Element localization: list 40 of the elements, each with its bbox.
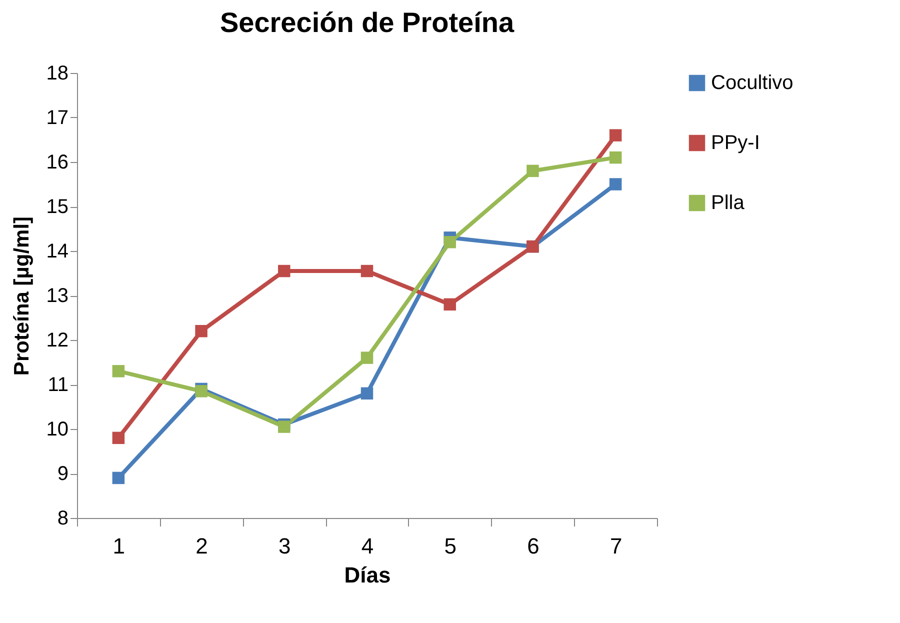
point <box>195 385 208 398</box>
point <box>278 420 290 433</box>
x-tick-label: 2 <box>196 534 208 558</box>
y-axis-title: Proteína [µg/ml] <box>10 216 34 376</box>
chart-title: Secreción de Proteína <box>220 7 514 38</box>
y-tick-label: 16 <box>46 152 68 174</box>
y-tick-label: 9 <box>57 463 68 485</box>
legend-label: PPy-I <box>711 132 760 154</box>
point <box>112 365 125 378</box>
point <box>195 324 208 338</box>
y-tick-label: 14 <box>46 240 68 262</box>
y-tick-label: 11 <box>48 374 68 396</box>
point <box>444 236 456 248</box>
x-tick-label: 6 <box>527 534 540 558</box>
x-axis-title: Días <box>344 562 391 588</box>
point <box>360 264 374 278</box>
x-tick-label: 7 <box>610 534 622 558</box>
x-tick-label: 4 <box>361 534 374 558</box>
point <box>526 164 539 178</box>
point <box>609 129 622 142</box>
point <box>609 151 622 164</box>
point <box>360 352 374 364</box>
y-tick-label: 17 <box>46 107 68 129</box>
x-tick-label: 5 <box>444 534 456 558</box>
y-tick-label: 10 <box>46 418 68 440</box>
legend-label: Cocultivo <box>711 72 794 94</box>
y-tick-label: 13 <box>46 285 68 307</box>
y-tick-label: 12 <box>46 330 68 352</box>
y-tick-label: 15 <box>46 196 68 218</box>
point <box>609 178 622 190</box>
x-tick-label: 3 <box>278 534 291 558</box>
point <box>278 264 290 278</box>
point <box>360 387 374 400</box>
y-tick-label: 18 <box>46 62 68 84</box>
point <box>112 472 125 484</box>
point <box>444 298 456 311</box>
y-tick-label: 8 <box>57 508 68 530</box>
legend-label: Plla <box>711 192 746 214</box>
point <box>112 432 125 444</box>
x-tick-label: 1 <box>112 534 126 558</box>
